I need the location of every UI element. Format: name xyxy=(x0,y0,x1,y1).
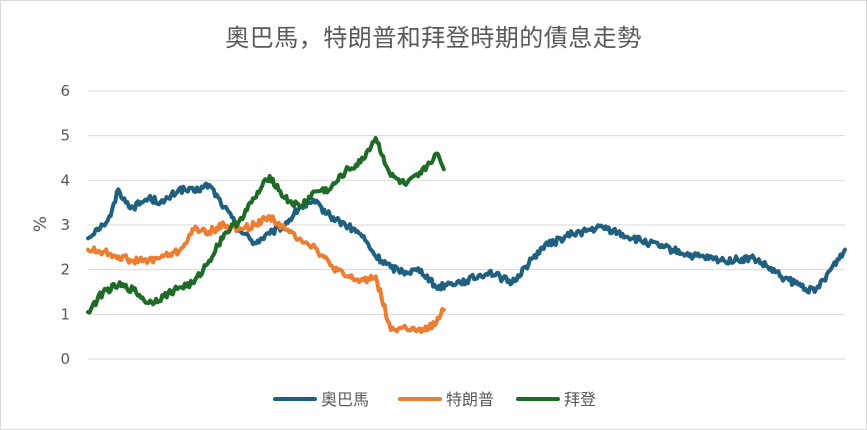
y-tick-label: 3 xyxy=(60,216,70,234)
y-tick-label: 6 xyxy=(60,82,70,100)
y-tick-label: 1 xyxy=(60,305,70,323)
y-tick-label: 5 xyxy=(60,127,70,145)
legend-label: 拜登 xyxy=(564,390,596,409)
series-line-1 xyxy=(86,181,847,295)
legend: 奧巴馬 特朗普 拜登 xyxy=(273,390,596,409)
y-axis-ticks: 0 1 2 3 4 5 6 xyxy=(60,82,70,368)
y-tick-label: 0 xyxy=(60,350,70,368)
y-tick-label: 2 xyxy=(60,261,70,279)
gridlines xyxy=(88,90,845,360)
y-tick-label: 4 xyxy=(60,171,70,189)
legend-label: 特朗普 xyxy=(446,390,494,409)
chart-title: 奧巴馬，特朗普和拜登時期的債息走勢 xyxy=(225,24,642,52)
legend-label: 奧巴馬 xyxy=(321,390,369,409)
series-line-3 xyxy=(86,135,446,315)
y-axis-label: % xyxy=(31,216,51,232)
series-lines xyxy=(86,135,847,335)
series-line-2 xyxy=(86,214,446,335)
